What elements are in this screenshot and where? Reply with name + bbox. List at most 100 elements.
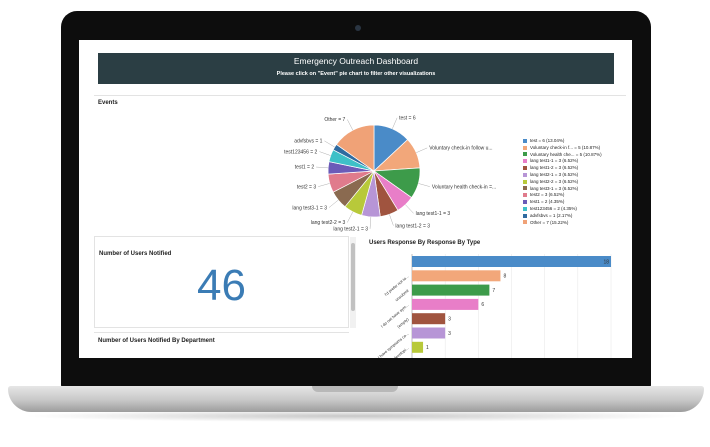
events-panel: Events test = 6 Voluntary check-in follow…: [94, 95, 626, 233]
dashboard-subtitle: Please click on "Event" pie chart to fil…: [276, 71, 436, 77]
laptop-notch: [312, 386, 398, 392]
legend-swatch: [523, 138, 527, 143]
response-bar[interactable]: [412, 284, 490, 296]
legend-label: advfsbvs = 1 (2.17%): [530, 212, 573, 218]
pie-leader-line: [318, 183, 330, 187]
legend-item[interactable]: lang test1-1 = 3 (6.52%): [523, 158, 602, 165]
legend-swatch: [523, 186, 527, 191]
pie-leader-line: [369, 216, 372, 229]
bar-value-label: 3: [448, 331, 451, 337]
pie-slice-label: Voluntary check-in follow u...: [429, 146, 492, 152]
legend-item[interactable]: lang test2-2 = 3 (6.52%): [523, 179, 602, 186]
events-pie-chart[interactable]: test = 6 Voluntary check-in follow u... Vo…: [94, 96, 626, 234]
legend-label: lang test2-1 = 3 (6.52%): [530, 171, 579, 177]
pie-leader-line: [392, 117, 398, 129]
legend-label: test1 = 2 (4.35%): [530, 199, 565, 205]
scrollbar-thumb[interactable]: [351, 243, 355, 311]
response-bar[interactable]: [412, 256, 611, 267]
bar-value-label: 6: [481, 302, 484, 308]
pie-slice-label: advfsbvs = 1: [294, 139, 322, 145]
pie-leader-line: [324, 140, 335, 148]
response-panel-title: Users Response By Response By Type: [369, 240, 481, 246]
legend-swatch: [523, 172, 527, 177]
legend-swatch: [523, 206, 527, 211]
pie-leader-line: [347, 119, 354, 131]
bar-value-label: 3: [448, 317, 451, 323]
legend-item[interactable]: Voluntary health che... = 5 (10.87%): [523, 152, 602, 159]
pie-leader-line: [389, 214, 394, 226]
pie-leader-line: [319, 151, 331, 156]
response-bar[interactable]: [412, 313, 446, 325]
pie-slice-label: test = 6: [399, 116, 416, 122]
events-panel-title: Events: [98, 100, 118, 106]
dept-panel: Number of Users Notified By Department: [94, 332, 349, 358]
bar-category-label: I do not have sym...: [380, 302, 410, 328]
users-notified-panel: Number of Users Notified 46: [94, 236, 349, 328]
pie-slice-label: lang test1-1 = 3: [416, 211, 451, 217]
pie-slice-label: test123456 = 2: [284, 149, 317, 155]
legend-swatch: [523, 166, 527, 170]
bar-category-label: I have symptoms co...: [377, 331, 410, 358]
pie-slice-label: test1 = 2: [295, 165, 315, 171]
legend-swatch: [523, 199, 527, 204]
users-notified-count: 46: [197, 261, 246, 310]
legend-item[interactable]: advfsbvs = 1 (2.17%): [523, 213, 602, 220]
bar-category-label: (empty): [396, 316, 410, 329]
dashboard-screen: Emergency Outreach Dashboard Please clic…: [79, 40, 632, 358]
legend-label: lang test2-2 = 3 (6.52%): [530, 178, 579, 184]
legend-item[interactable]: test1 = 2 (4.35%): [523, 199, 602, 206]
pie-leader-line: [328, 199, 339, 208]
response-bar[interactable]: [412, 327, 446, 339]
pie-slice-label: lang test2-2 = 3: [311, 220, 346, 226]
pie-slice-label: lang test2-1 = 3: [333, 227, 368, 233]
bar-category-label: unsubmit: [394, 287, 410, 302]
legend-label: lang test3-1 = 3 (6.52%): [530, 185, 579, 191]
legend-item[interactable]: test2 = 3 (6.52%): [523, 192, 602, 199]
legend-label: test2 = 3 (6.52%): [530, 192, 565, 198]
legend-item[interactable]: Other = 7 (15.22%): [523, 220, 602, 227]
legend-swatch: [523, 220, 527, 225]
legend-label: lang test1-2 = 3 (6.52%): [530, 165, 579, 171]
pie-leader-line: [418, 183, 430, 187]
legend-swatch: [523, 179, 527, 184]
legend-item[interactable]: Voluntary check-in f... = 5 (10.87%): [523, 145, 602, 152]
bar-value-label: 1: [426, 345, 429, 351]
legend-label: Voluntary health che... = 5 (10.87%): [530, 151, 602, 157]
legend-item[interactable]: test = 6 (13.04%): [523, 138, 602, 145]
legend-swatch: [523, 159, 527, 164]
pie-slice-label: test2 = 3: [297, 184, 317, 190]
legend-label: lang test1-1 = 3 (6.52%): [530, 158, 579, 164]
legend-swatch: [523, 213, 527, 218]
users-panel-scrollbar[interactable]: [350, 237, 356, 328]
pie-leader-line: [316, 166, 329, 169]
dept-panel-title: Number of Users Notified By Department: [98, 338, 215, 344]
response-bar[interactable]: [412, 341, 424, 353]
users-notified-title: Number of Users Notified: [99, 251, 172, 257]
response-bar[interactable]: [412, 298, 479, 310]
legend-item[interactable]: lang test3-1 = 3 (6.52%): [523, 186, 602, 193]
legend-label: test123456 = 2 (4.35%): [530, 205, 577, 211]
legend-item[interactable]: lang test2-1 = 3 (6.52%): [523, 172, 602, 179]
legend-swatch: [523, 145, 527, 150]
pie-leader-line: [347, 211, 354, 223]
legend-swatch: [523, 193, 527, 198]
pie-slice-label: Other = 7: [324, 117, 345, 123]
pie-slice-label: Voluntary health check-in =...: [432, 184, 496, 190]
legend-label: Voluntary check-in f... = 5 (10.87%): [530, 144, 601, 150]
legend-swatch: [523, 152, 527, 157]
webcam-icon: [355, 25, 361, 31]
dashboard-banner: Emergency Outreach Dashboard Please clic…: [98, 53, 614, 84]
legend-item[interactable]: test123456 = 2 (4.35%): [523, 206, 602, 213]
bar-value-label: 8: [503, 274, 506, 280]
dashboard-title: Emergency Outreach Dashboard: [293, 56, 419, 66]
pie-slice-label: lang test1-2 = 3: [395, 223, 430, 229]
legend-item[interactable]: lang test1-2 = 3 (6.52%): [523, 165, 602, 172]
legend-label: Other = 7 (15.22%): [530, 219, 569, 225]
pie-leader-line: [405, 204, 414, 214]
response-bar[interactable]: [412, 270, 501, 282]
laptop-shadow: [20, 410, 690, 422]
pie-leader-line: [416, 147, 428, 153]
pie-slice-label: lang test3-1 = 3: [292, 205, 327, 211]
